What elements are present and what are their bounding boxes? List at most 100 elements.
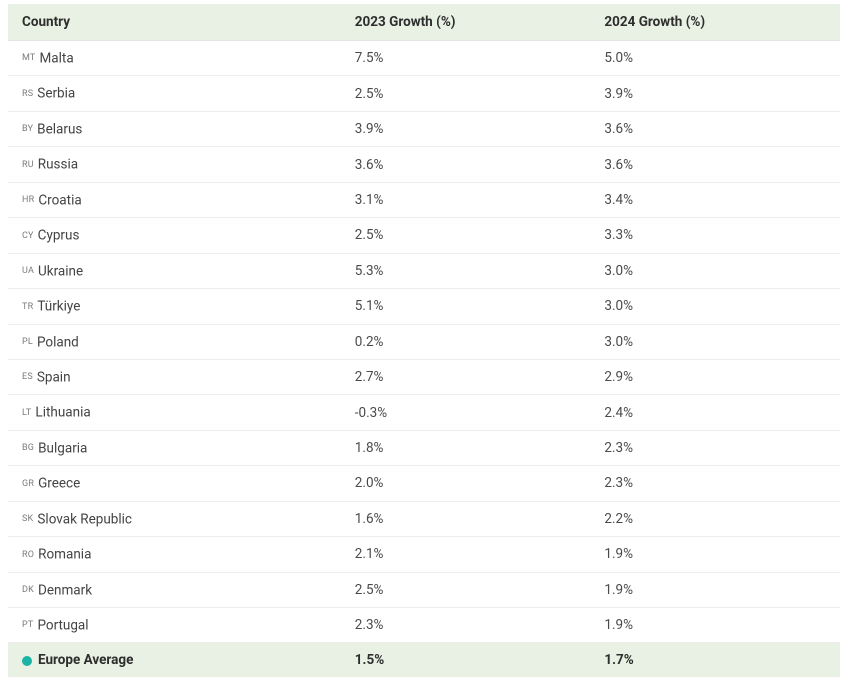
- cell-2023-growth: 2.5%: [341, 76, 591, 111]
- table-row: HRCroatia3.1%3.4%: [8, 182, 840, 217]
- country-code: HR: [22, 195, 34, 205]
- country-code: RO: [22, 550, 34, 560]
- table-row: SK Slovak Republic 1.6%2.2%: [8, 501, 840, 536]
- country-name: Cyprus: [38, 228, 80, 244]
- cell-country: LT Lithuania: [8, 395, 341, 430]
- country-code: RS: [22, 89, 33, 99]
- country-name: Bulgaria: [38, 440, 87, 456]
- country-name: Slovak Republic: [37, 511, 132, 527]
- country-name: Portugal: [37, 617, 88, 633]
- cell-2023-growth: 1.6%: [341, 501, 591, 536]
- country-name: Belarus: [37, 121, 82, 137]
- cell-country: RS Serbia: [8, 76, 341, 111]
- cell-country: PL Poland: [8, 324, 341, 359]
- cell-average-2024: 1.7%: [590, 643, 840, 678]
- col-header-2024: 2024 Growth (%): [590, 4, 840, 41]
- table-row: BG Bulgaria 1.8%2.3%: [8, 430, 840, 465]
- country-name: Poland: [37, 334, 79, 350]
- cell-2024-growth: 1.9%: [590, 537, 840, 572]
- country-code: GR: [22, 479, 34, 489]
- cell-country: SK Slovak Republic: [8, 501, 341, 536]
- cell-2024-growth: 3.9%: [590, 76, 840, 111]
- col-header-2023: 2023 Growth (%): [341, 4, 591, 41]
- cell-2023-growth: 1.8%: [341, 430, 591, 465]
- cell-country: ESSpain: [8, 359, 341, 394]
- table-row: RU Russia 3.6%3.6%: [8, 147, 840, 182]
- cell-2023-growth: 3.6%: [341, 147, 591, 182]
- table-row: ESSpain2.7%2.9%: [8, 359, 840, 394]
- table-row: RO Romania 2.1%1.9%: [8, 537, 840, 572]
- cell-2024-growth: 3.4%: [590, 182, 840, 217]
- country-code: SK: [22, 514, 33, 524]
- cell-2023-growth: 2.7%: [341, 359, 591, 394]
- cell-country: BG Bulgaria: [8, 430, 341, 465]
- cell-2024-growth: 3.6%: [590, 147, 840, 182]
- cell-country: RO Romania: [8, 537, 341, 572]
- cell-2023-growth: 2.3%: [341, 608, 591, 643]
- cell-2024-growth: 1.9%: [590, 572, 840, 607]
- cell-2024-growth: 2.2%: [590, 501, 840, 536]
- average-dot-icon: [22, 656, 32, 666]
- country-name: Russia: [38, 157, 78, 173]
- cell-country: MT Malta: [8, 41, 341, 76]
- country-code: TR: [22, 302, 33, 312]
- cell-2023-growth: 3.9%: [341, 111, 591, 146]
- cell-2024-growth: 2.3%: [590, 430, 840, 465]
- table-row: MT Malta 7.5%5.0%: [8, 41, 840, 76]
- country-name: Türkiye: [37, 299, 80, 315]
- cell-country: GRGreece: [8, 466, 341, 501]
- growth-table: Country 2023 Growth (%) 2024 Growth (%) …: [8, 4, 840, 677]
- table-row: LT Lithuania -0.3%2.4%: [8, 395, 840, 430]
- country-code: BG: [22, 443, 34, 453]
- country-name: Serbia: [37, 86, 75, 102]
- table-row: PLPoland0.2%3.0%: [8, 324, 840, 359]
- cell-country: BY Belarus: [8, 111, 341, 146]
- cell-average-2023: 1.5%: [341, 643, 591, 678]
- country-code: MT: [22, 53, 36, 63]
- table-row: PT Portugal 2.3%1.9%: [8, 608, 840, 643]
- cell-country: PT Portugal: [8, 608, 341, 643]
- europe-average-row: Europe Average 1.5%1.7%: [8, 643, 840, 678]
- table-row: CYCyprus2.5%3.3%: [8, 218, 840, 253]
- country-code: PL: [22, 337, 33, 347]
- table-row: GRGreece2.0%2.3%: [8, 466, 840, 501]
- cell-2024-growth: 2.9%: [590, 359, 840, 394]
- cell-2024-growth: 3.6%: [590, 111, 840, 146]
- cell-country: CYCyprus: [8, 218, 341, 253]
- growth-table-container: Country 2023 Growth (%) 2024 Growth (%) …: [0, 0, 848, 681]
- country-name: Lithuania: [35, 405, 90, 421]
- col-header-country: Country: [8, 4, 341, 41]
- country-name: Ukraine: [38, 263, 83, 279]
- cell-2024-growth: 2.4%: [590, 395, 840, 430]
- table-row: RS Serbia 2.5%3.9%: [8, 76, 840, 111]
- country-code: RU: [22, 160, 34, 170]
- country-code: DK: [22, 585, 34, 595]
- cell-country: TR Türkiye: [8, 289, 341, 324]
- cell-country: DKDenmark: [8, 572, 341, 607]
- average-label: Europe Average: [38, 652, 133, 668]
- cell-2024-growth: 3.3%: [590, 218, 840, 253]
- country-name: Croatia: [38, 192, 81, 208]
- country-name: Spain: [37, 369, 71, 385]
- cell-2023-growth: 5.3%: [341, 253, 591, 288]
- cell-2023-growth: 2.0%: [341, 466, 591, 501]
- cell-2024-growth: 3.0%: [590, 289, 840, 324]
- cell-2023-growth: 2.5%: [341, 572, 591, 607]
- country-code: LT: [22, 408, 31, 418]
- cell-2023-growth: 2.1%: [341, 537, 591, 572]
- country-code: PT: [22, 620, 33, 630]
- table-row: UAUkraine5.3%3.0%: [8, 253, 840, 288]
- country-name: Romania: [38, 547, 91, 563]
- cell-average-label: Europe Average: [8, 643, 341, 678]
- cell-2023-growth: -0.3%: [341, 395, 591, 430]
- country-code: BY: [22, 124, 33, 134]
- cell-2024-growth: 5.0%: [590, 41, 840, 76]
- cell-2023-growth: 5.1%: [341, 289, 591, 324]
- country-name: Malta: [40, 50, 74, 66]
- table-row: TR Türkiye 5.1%3.0%: [8, 289, 840, 324]
- table-row: DKDenmark2.5%1.9%: [8, 572, 840, 607]
- cell-2024-growth: 1.9%: [590, 608, 840, 643]
- cell-2024-growth: 3.0%: [590, 253, 840, 288]
- cell-2024-growth: 3.0%: [590, 324, 840, 359]
- cell-2023-growth: 7.5%: [341, 41, 591, 76]
